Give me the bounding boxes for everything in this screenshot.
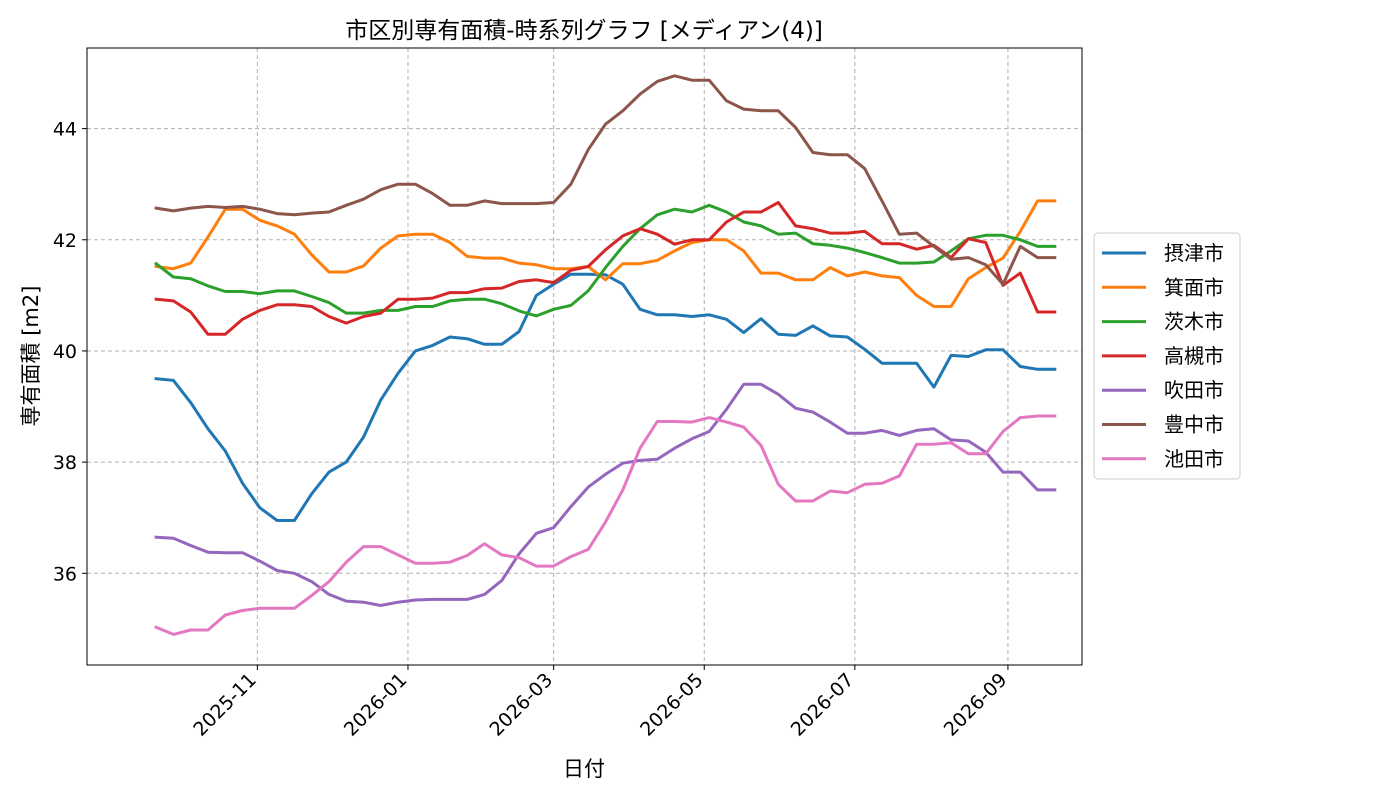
x-tick-label: 2026-05: [636, 669, 708, 741]
legend-label: 豊中市: [1164, 413, 1224, 437]
series-line: [154, 74, 1057, 286]
x-axis-label: 日付: [563, 757, 605, 781]
legend-label: 茨木市: [1164, 310, 1224, 334]
legend-label: 吹田市: [1164, 378, 1224, 402]
x-tick-label: 2026-09: [940, 669, 1012, 741]
series-line: [154, 199, 1057, 308]
legend-label: 高槻市: [1164, 344, 1224, 368]
y-tick-label: 44: [53, 119, 77, 141]
x-tick-label: 2026-07: [787, 669, 859, 741]
series-line: [154, 382, 1057, 607]
y-axis-label: 専有面積 [m2]: [19, 286, 43, 427]
y-tick-label: 40: [53, 341, 77, 363]
series-line: [154, 414, 1057, 636]
y-tick-label: 42: [53, 230, 77, 252]
x-tick-label: 2026-03: [485, 669, 557, 741]
y-tick-label: 36: [53, 563, 77, 585]
series-line: [153, 203, 1057, 318]
legend-label: 摂津市: [1164, 241, 1224, 265]
y-tick-label: 38: [53, 452, 77, 474]
x-tick-label: 2025-11: [189, 669, 261, 741]
legend-frame: [1093, 232, 1241, 480]
x-tick-label: 2026-01: [340, 669, 412, 741]
legend-label: 池田市: [1164, 447, 1224, 471]
legend-label: 箕面市: [1164, 275, 1224, 299]
plot-frame: [86, 47, 1083, 666]
series-line: [154, 201, 1057, 336]
chart-title: 市区別専有面積-時系列グラフ [メディアン(4)]: [345, 18, 823, 44]
series-lines: [153, 74, 1057, 636]
plot-background: [87, 48, 1082, 665]
series-line: [154, 272, 1057, 522]
grid-lines: [87, 48, 1082, 665]
